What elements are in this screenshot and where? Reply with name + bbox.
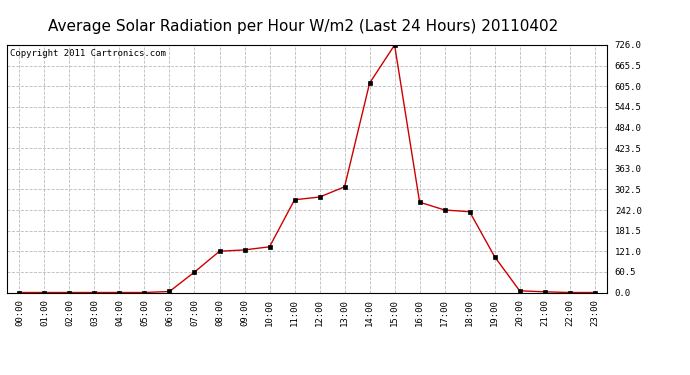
Text: Average Solar Radiation per Hour W/m2 (Last 24 Hours) 20110402: Average Solar Radiation per Hour W/m2 (L… [48, 19, 559, 34]
Text: Copyright 2011 Cartronics.com: Copyright 2011 Cartronics.com [10, 49, 166, 58]
